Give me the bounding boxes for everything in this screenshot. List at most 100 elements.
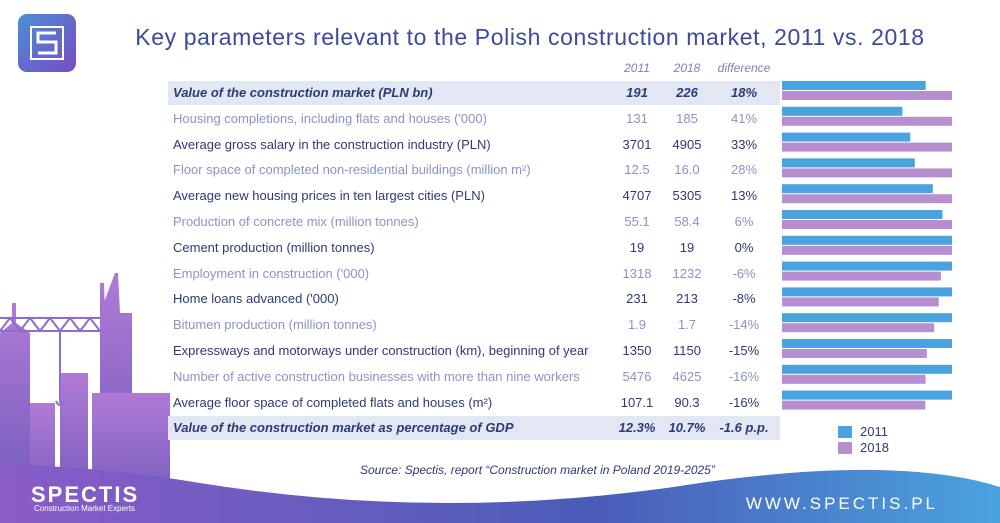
- cell-2011: 1318: [622, 265, 652, 281]
- table-row: Expressways and motorways under construc…: [168, 339, 780, 363]
- header-difference: difference: [717, 61, 771, 75]
- table-row: Employment in construction ('000) 1318 123…: [168, 262, 780, 286]
- cell-2011: 191: [626, 85, 648, 100]
- table-row: Average floor space of completed flats a…: [168, 391, 780, 415]
- bar-2018: [782, 142, 952, 152]
- bar-chart: [782, 81, 952, 410]
- bar-2018: [782, 194, 952, 204]
- bar-2011: [782, 313, 952, 323]
- table-row: Floor space of completed non-residential…: [168, 158, 780, 182]
- table-row: Production of concrete mix (million tonn…: [168, 210, 780, 234]
- bar-2018: [782, 271, 941, 281]
- row-label: Average new housing prices in ten larges…: [173, 188, 485, 204]
- table-row: Number of active construction businesses…: [168, 365, 780, 389]
- table-row: Average new housing prices in ten larges…: [168, 184, 780, 208]
- row-label: Housing completions, including flats and…: [173, 110, 487, 126]
- source-note: Source: Spectis, report “Construction ma…: [360, 463, 715, 477]
- bar-2011: [782, 210, 943, 219]
- cell-2011: 12.3%: [618, 420, 656, 436]
- bar-2011: [782, 339, 952, 348]
- cell-2018: 4905: [672, 136, 702, 152]
- bar-2011: [782, 364, 952, 374]
- cell-2018: 213: [676, 291, 698, 307]
- row-label: Employment in construction ('000): [173, 265, 370, 281]
- legend-label-2018: 2018: [860, 440, 889, 455]
- bar-2011: [782, 158, 915, 168]
- bar-2018: [782, 323, 935, 333]
- cell-difference: 6%: [734, 214, 754, 229]
- row-label: Average floor space of completed flats a…: [173, 394, 493, 410]
- cell-difference: -8%: [732, 291, 756, 307]
- bar-2011: [782, 106, 903, 116]
- spectis-logo: [18, 14, 76, 72]
- cell-2018: 5305: [672, 188, 702, 204]
- bar-2011: [782, 287, 952, 297]
- row-label: Home loans advanced ('000): [173, 291, 339, 307]
- spectis-s-icon: [30, 26, 64, 60]
- cell-2011: 55.1: [624, 214, 650, 229]
- bar-2018: [782, 349, 927, 358]
- cell-2011: 19: [629, 239, 645, 255]
- cell-2018: 16.0: [674, 162, 700, 178]
- brand-tagline: Construction Market Experts: [34, 504, 135, 513]
- cell-difference: 41%: [730, 110, 758, 126]
- cell-2011: 107.1: [620, 394, 654, 410]
- bar-2011: [782, 132, 911, 142]
- bar-2011: [782, 235, 952, 245]
- footer-band: [0, 465, 1000, 523]
- cell-2011: 12.5: [624, 162, 650, 178]
- cell-2011: 231: [626, 291, 648, 307]
- bar-2011: [782, 81, 926, 90]
- cell-2018: 1232: [672, 265, 702, 281]
- cell-2018: 1150: [673, 343, 701, 358]
- row-label: Expressways and motorways under construc…: [173, 343, 589, 358]
- table-row: Value of the construction market (PLN bn…: [168, 81, 780, 105]
- cell-difference: 33%: [730, 136, 758, 152]
- cell-difference: -15%: [728, 343, 760, 358]
- legend-swatch-2011: [838, 426, 852, 438]
- cell-difference: -16%: [728, 394, 760, 410]
- row-label: Production of concrete mix (million tonn…: [173, 214, 419, 229]
- cell-2011: 1350: [622, 343, 652, 358]
- cell-difference: -1.6 p.p.: [719, 420, 769, 436]
- bar-2018: [782, 168, 952, 178]
- row-label: Number of active construction businesses…: [173, 368, 580, 384]
- header-2018: 2018: [673, 61, 701, 75]
- cell-difference: 18%: [730, 85, 758, 100]
- cell-2011: 4707: [622, 188, 652, 204]
- cell-difference: -16%: [728, 368, 760, 384]
- table-row: Average gross salary in the construction…: [168, 133, 780, 157]
- cell-2011: 3701: [622, 136, 652, 152]
- bar-2011: [782, 261, 952, 271]
- row-label: Bitumen production (million tonnes): [173, 317, 377, 333]
- cell-difference: -14%: [728, 317, 760, 333]
- row-label: Floor space of completed non-residential…: [173, 162, 531, 178]
- cell-2018: 226: [676, 85, 698, 100]
- cell-difference: -6%: [732, 265, 756, 281]
- brand-name: SPECTIS: [31, 482, 140, 507]
- row-label: Average gross salary in the construction…: [173, 136, 491, 152]
- bar-2018: [782, 116, 952, 126]
- cell-2011: 1.9: [627, 317, 647, 333]
- cell-difference: 0%: [734, 239, 754, 255]
- table-row: Home loans advanced ('000) 231 213 -8%: [168, 287, 780, 311]
- cell-2018: 10.7%: [668, 420, 706, 436]
- bar-2018: [782, 400, 926, 410]
- cell-2018: 58.4: [674, 214, 700, 229]
- row-label: Cement production (million tonnes): [173, 239, 375, 255]
- bar-2011: [782, 184, 933, 194]
- bar-2018: [782, 374, 926, 384]
- website-link[interactable]: WWW.SPECTIS.PL: [745, 494, 938, 513]
- cell-2018: 19: [679, 239, 695, 255]
- row-label: Value of the construction market (PLN bn…: [173, 85, 433, 100]
- table-row: Cement production (million tonnes) 19 19 0%: [168, 236, 780, 260]
- cell-2018: 90.3: [674, 394, 700, 410]
- bar-2018: [782, 245, 952, 255]
- table-row: Housing completions, including flats and…: [168, 107, 780, 131]
- cell-difference: 28%: [730, 162, 758, 178]
- header-2011: 2011: [624, 61, 650, 75]
- cell-2011: 131: [626, 110, 648, 126]
- bar-2018: [782, 220, 952, 229]
- bar-2018: [782, 91, 952, 100]
- page-title: Key parameters relevant to the Polish co…: [135, 24, 925, 50]
